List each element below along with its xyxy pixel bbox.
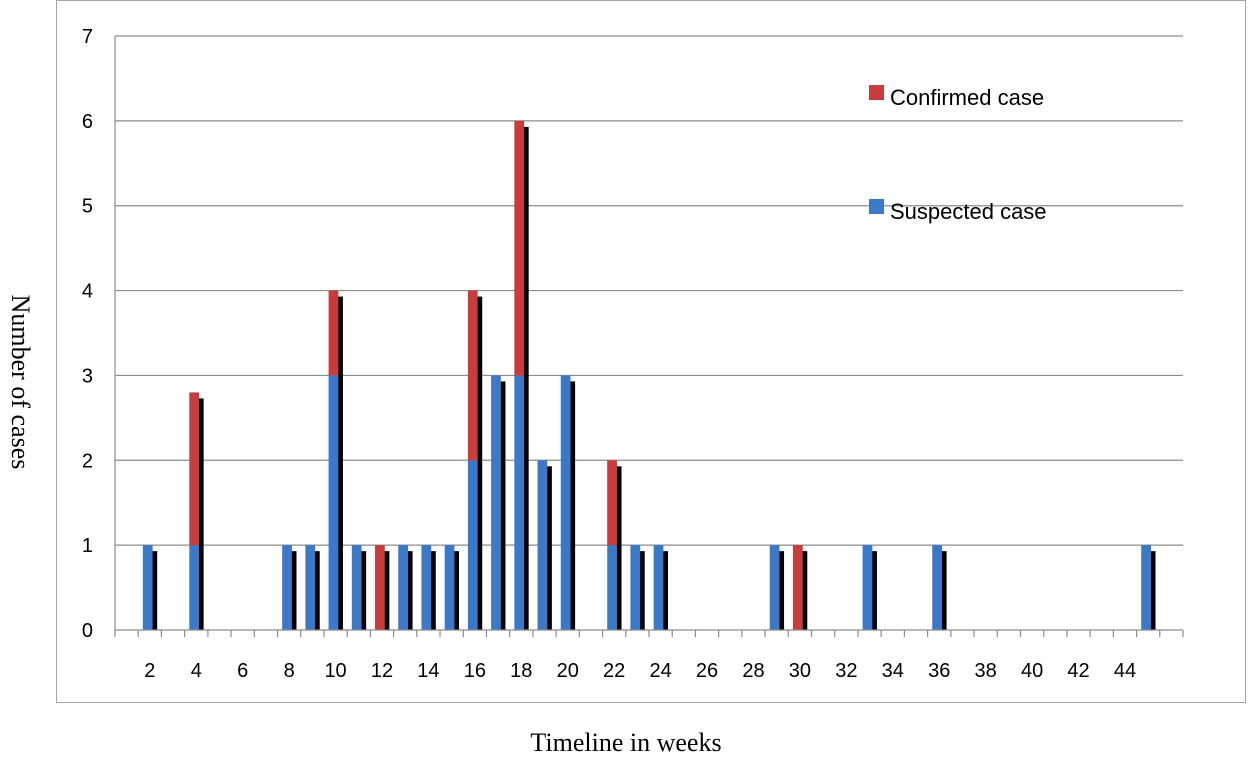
bar-suspected [653,545,664,630]
bar-shadow [546,466,552,630]
bar-shadow [337,296,343,630]
x-tick-label: 6 [237,660,248,682]
y-tick-label: 1 [82,535,93,557]
bar-shadow [639,551,645,630]
y-tick-label: 3 [82,365,93,387]
x-tick-label: 44 [1114,660,1136,682]
bar-suspected [514,375,525,630]
bar-suspected [467,460,478,630]
y-axis-title: Number of cases [6,294,35,470]
x-tick-label: 30 [789,660,811,682]
x-tick-label: 16 [464,660,486,682]
bars [142,120,1156,630]
x-axis-title: Timeline in weeks [530,728,722,757]
bar-shadow [407,551,413,630]
x-tick-label: 20 [557,660,579,682]
y-tick-label: 4 [82,281,93,303]
bar-shadow [523,126,529,630]
bar-shadow [801,551,808,630]
y-tick-label: 0 [82,620,93,642]
bar-shadow [360,551,367,630]
bar-suspected [560,375,571,630]
bar-suspected [630,545,641,630]
bar-suspected [932,545,943,630]
legend-swatch [869,85,884,100]
bar-shadow [1149,551,1156,630]
x-tick-label: 14 [417,660,439,682]
bar-suspected [398,545,409,630]
bar-shadow [151,551,158,630]
bar-shadow [476,296,483,630]
bar-shadow [499,381,506,630]
y-tick-label: 2 [82,450,93,472]
bar-suspected [491,375,501,630]
x-tick-label: 36 [928,660,950,682]
bar-shadow [615,466,622,630]
x-tick-label: 32 [835,660,857,682]
y-tick-label: 6 [82,111,93,133]
bar-shadow [662,551,668,630]
bar-confirmed [467,290,478,461]
bar-suspected [769,545,780,630]
legend-label: Suspected case [890,199,1047,224]
bar-shadow [778,551,785,630]
x-tick-label: 24 [649,660,671,682]
bar-confirmed [514,120,525,376]
x-tick-label: 34 [882,660,904,682]
x-tick-label: 2 [144,660,155,682]
y-tick-label: 5 [82,196,93,218]
bar-confirmed [375,545,385,630]
x-tick-label: 40 [1021,660,1043,682]
x-tick-label: 4 [191,660,202,682]
bar-confirmed [792,545,803,630]
chart-frame [56,0,1246,703]
bar-suspected [328,375,339,630]
bar-shadow [198,398,204,630]
bar-shadow [290,551,297,630]
x-tick-label: 8 [284,660,295,682]
x-tick-label: 42 [1067,660,1089,682]
bar-suspected [607,545,617,630]
bar-suspected [189,545,200,630]
y-tick-label: 7 [82,26,93,48]
x-tick-label: 10 [324,660,346,682]
bar-suspected [444,545,455,630]
legend-label: Confirmed case [890,85,1044,110]
legend-swatch [869,199,884,214]
bar-suspected [1141,545,1151,630]
bar-shadow [453,551,460,630]
bar-confirmed [189,392,200,546]
bar-suspected [282,545,292,630]
bar-shadow [314,551,320,630]
bar-confirmed [328,290,339,376]
bar-suspected [305,545,316,630]
x-tick-label: 22 [603,660,625,682]
bar-shadow [871,551,877,630]
bar-shadow [430,551,436,630]
bar-shadow [941,551,947,630]
x-tick-label: 26 [696,660,718,682]
x-tick-label: 28 [742,660,764,682]
x-tick-label: 38 [975,660,997,682]
bar-suspected [537,460,548,630]
bar-confirmed [607,460,617,546]
legend: Confirmed case Suspected case [869,85,1047,224]
bar-shadow [383,551,390,630]
bar-suspected [862,545,873,630]
bar-suspected [142,545,153,630]
grid-lines [115,35,1183,546]
bar-suspected [421,545,432,630]
x-tick-label: 12 [371,660,393,682]
bar-suspected [351,545,362,630]
bar-shadow [569,381,576,630]
x-tick-label: 18 [510,660,532,682]
